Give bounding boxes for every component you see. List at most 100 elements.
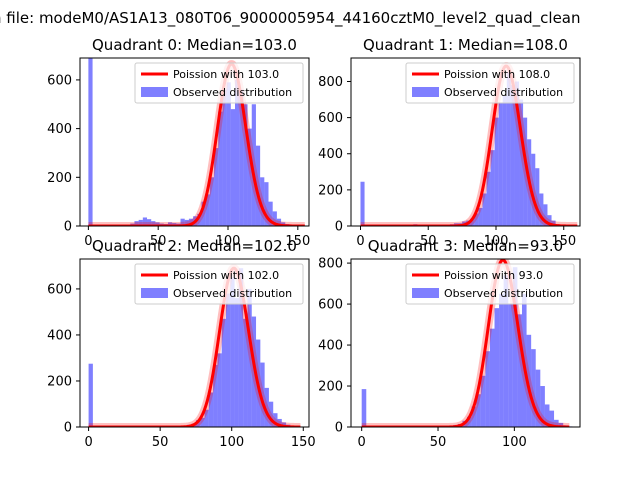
histogram-bar (478, 207, 483, 226)
x-tick-label: 50 (430, 435, 447, 450)
axes-frame (350, 258, 581, 428)
y-tick-label: 0 (64, 220, 72, 235)
fit-curve (88, 62, 305, 226)
legend: Poission with 108.0 Observed distribution (405, 62, 575, 104)
y-tick-label: 200 (318, 183, 343, 198)
histogram-bar (558, 422, 564, 427)
histogram-bar (514, 81, 520, 226)
legend-box (134, 62, 304, 104)
histogram-bar (197, 213, 202, 226)
x-tick-label: 150 (285, 234, 310, 249)
histogram-bar (361, 389, 367, 427)
legend-hist-label: Observed distribution (173, 287, 292, 300)
histogram-bar (494, 117, 499, 226)
fit-curve (360, 64, 578, 226)
x-tick-label: 50 (420, 234, 437, 249)
histogram-bar (471, 406, 477, 427)
histogram-bar (243, 318, 248, 427)
y-tick-label: 600 (47, 73, 72, 88)
histogram-bar (535, 168, 540, 226)
axes-frame (79, 258, 310, 428)
legend-box (405, 263, 575, 305)
histogram-bar (273, 413, 278, 427)
histogram-bar (539, 193, 544, 226)
histogram-bar (510, 85, 515, 226)
legend-fit-label: Poission with 103.0 (173, 68, 279, 81)
histogram-bar (221, 318, 226, 427)
histogram-bar (247, 288, 252, 427)
histogram-bar (88, 58, 93, 226)
histogram-bar (260, 177, 265, 226)
histogram-bar (276, 218, 282, 226)
histogram-bar (234, 79, 240, 226)
legend: Poission with 102.0 Observed distribution (134, 263, 304, 305)
histogram-bar (195, 420, 201, 427)
legend-hist-label: Observed distribution (444, 287, 563, 300)
histogram-bar (138, 219, 143, 226)
histogram-bar (268, 201, 273, 226)
histogram-bar (205, 194, 210, 226)
subplot-1: 0 50 100 150 0 200 400 600 800 Quadrant 1: Median… (318, 36, 581, 249)
histogram-bar (526, 334, 532, 427)
histogram-bar (264, 387, 269, 427)
y-tick-label: 0 (335, 220, 343, 235)
histogram-bar (213, 364, 218, 427)
legend-box (405, 62, 575, 104)
histogram-bar (217, 353, 222, 427)
fit-curve (88, 266, 301, 427)
subplot-3: 0 50 100 0 200 400 600 800 Quadrant 3: Median=93… (318, 237, 581, 450)
histogram-bar (540, 386, 545, 427)
histogram-bar (519, 99, 524, 226)
axes-title: Quadrant 1: Median=108.0 (363, 36, 568, 54)
histogram-bar (204, 409, 209, 427)
axes-title: Quadrant 2: Median=102.0 (92, 237, 297, 255)
histogram-bar (531, 153, 536, 226)
histogram-bar (201, 201, 206, 226)
y-tick-label: 800 (318, 257, 343, 272)
legend-hist-label: Observed distribution (173, 86, 292, 99)
histogram-bar (489, 328, 495, 427)
histogram-bar (272, 211, 277, 226)
legend-hist-swatch (412, 288, 439, 298)
fit-curve-group (359, 259, 572, 427)
axes-frame (79, 57, 310, 227)
histogram-bar (209, 177, 215, 226)
histogram-bar (226, 82, 231, 226)
histogram-bar (155, 222, 160, 226)
fit-curve (361, 259, 570, 427)
legend: Poission with 103.0 Observed distribution (134, 62, 304, 104)
histogram-bar (360, 181, 365, 226)
histogram-bar (480, 375, 486, 427)
x-tick-label: 50 (150, 234, 167, 249)
legend-box (134, 263, 304, 305)
histogram-bar (476, 394, 481, 427)
histogram-bar (238, 268, 244, 427)
y-tick-label: 400 (47, 122, 72, 137)
histogram-bars (361, 267, 573, 427)
histogram-bar (222, 89, 227, 226)
histogram-bar (549, 410, 555, 427)
axes-title: Quadrant 0: Median=103.0 (92, 36, 297, 54)
histogram-bar (208, 392, 214, 427)
figure-title: n file: modeM0/AS1A13_080T06_9000005954_… (0, 9, 581, 28)
histogram-bar (88, 363, 93, 427)
histogram-bar (523, 117, 528, 226)
histogram-bar (184, 219, 189, 226)
y-tick-label: 400 (318, 147, 343, 162)
subplot-0: 0 50 100 150 0 200 400 600 Quadrant 0: Median=10… (47, 36, 310, 249)
histogram-bar (490, 150, 495, 226)
legend-fit-label: Poission with 102.0 (173, 269, 279, 282)
histogram-bar (494, 308, 500, 427)
histogram-bar (547, 215, 552, 226)
histogram-bar (200, 417, 205, 427)
histogram-bar (167, 222, 173, 226)
histogram-bar (544, 404, 550, 427)
x-tick-label: 100 (216, 234, 241, 249)
histogram-bars (88, 58, 307, 226)
x-tick-label: 100 (502, 435, 527, 450)
histogram-bar (234, 298, 239, 427)
histogram-bars (88, 268, 299, 427)
histogram-bar (214, 148, 219, 226)
x-tick-label: 150 (551, 234, 576, 249)
